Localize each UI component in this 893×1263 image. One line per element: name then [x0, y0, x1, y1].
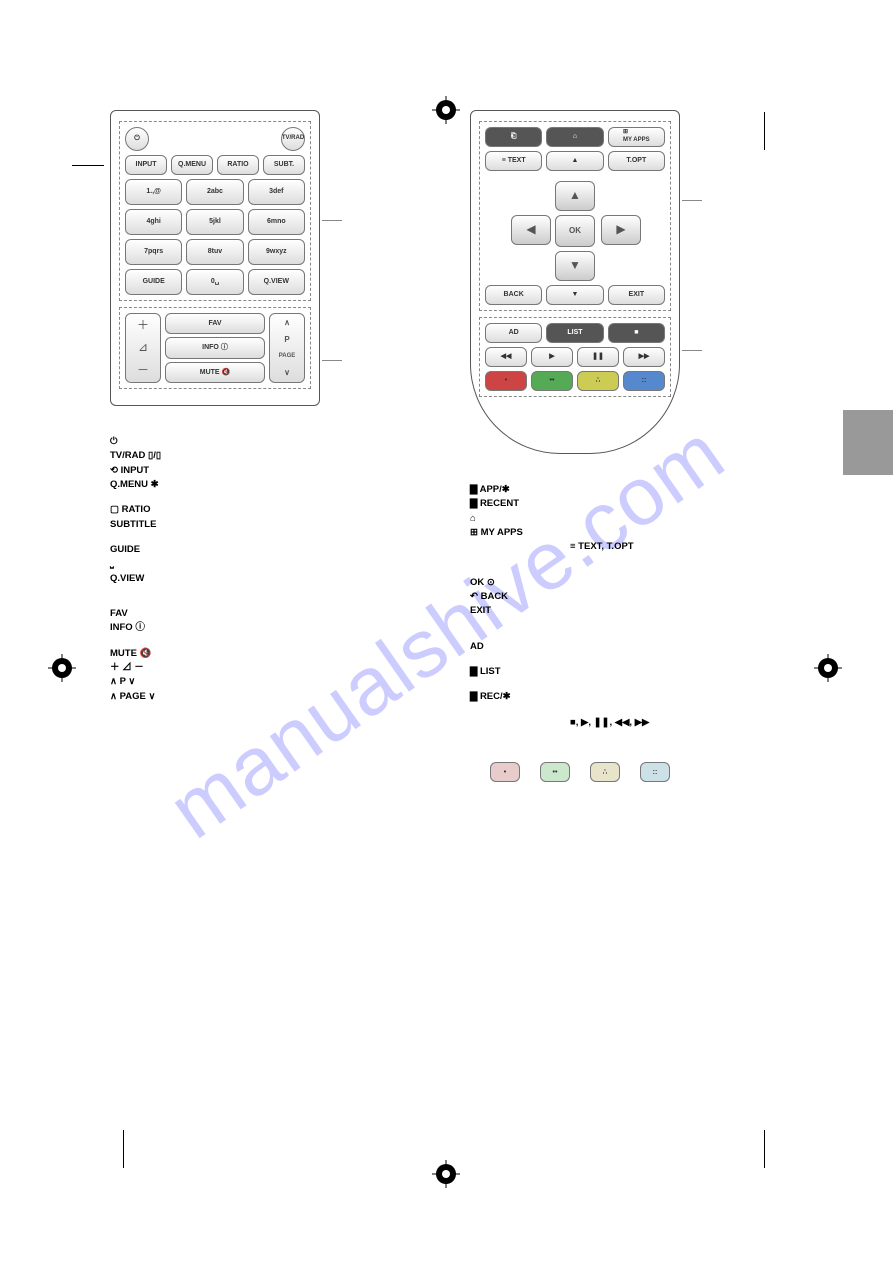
- arrow-left: ◀: [511, 215, 551, 245]
- remote1-section-b: ＋ ⊿ － FAV INFO ⓘ MUTE 🔇 ∧ P: [119, 307, 311, 389]
- stop-button: ■: [608, 323, 665, 343]
- remote1-section-a: ⏻ TV/RAD INPUT Q.MENU RATIO SUBT. 1.,@2a…: [119, 121, 311, 301]
- pause-button: ❚❚: [577, 347, 619, 367]
- input-button: INPUT: [125, 155, 167, 175]
- list-button: LIST: [546, 323, 603, 343]
- color-red: •: [485, 371, 527, 391]
- callout-line: [322, 220, 342, 221]
- app-button: ⎗: [485, 127, 542, 147]
- left-label-list: ⏻ TV/RAD ▯/▯ ⟲ INPUT Q.MENU ✱ ▢ RATIO SU…: [110, 436, 430, 703]
- ratio-button: RATIO: [217, 155, 259, 175]
- page-content: ⏻ TV/RAD INPUT Q.MENU RATIO SUBT. 1.,@2a…: [110, 110, 790, 783]
- arrow-up: ▲: [555, 181, 595, 211]
- num-6: 6mno: [248, 209, 305, 235]
- remote-1-illustration: ⏻ TV/RAD INPUT Q.MENU RATIO SUBT. 1.,@2a…: [110, 110, 430, 406]
- num-3: 3def: [248, 179, 305, 205]
- ad-button: AD: [485, 323, 542, 343]
- rewind-button: ◀◀: [485, 347, 527, 367]
- color-key-row: • •• ∴ ::: [470, 762, 790, 782]
- play-button: ▶: [531, 347, 573, 367]
- ok-button: OK: [555, 215, 595, 247]
- callout-line: [322, 360, 342, 361]
- remote2-section-c: ⎗ ⌂ ⊞MY APPS ≡ TEXT ▲ T.OPT ▲ ◀ OK: [479, 121, 671, 311]
- guide-button: GUIDE: [125, 269, 182, 295]
- registration-mark-icon: [814, 654, 842, 682]
- nav-up: ▲: [546, 151, 603, 171]
- num-5: 5jkl: [186, 209, 243, 235]
- myapps-button: ⊞MY APPS: [608, 127, 665, 147]
- callout-line: [682, 200, 702, 201]
- right-column: ⎗ ⌂ ⊞MY APPS ≡ TEXT ▲ T.OPT ▲ ◀ OK: [470, 110, 790, 783]
- channel-rocker: ∧ P PAGE ∨: [269, 313, 305, 383]
- crop-mark: [72, 165, 104, 166]
- volume-rocker: ＋ ⊿ －: [125, 313, 161, 383]
- color-blue: ::: [623, 371, 665, 391]
- info-button: INFO ⓘ: [165, 337, 265, 358]
- num-8: 8tuv: [186, 239, 243, 265]
- nav-cluster: ▲ ◀ OK ▶ ▼: [505, 175, 645, 285]
- num-0: 0␣: [186, 269, 243, 295]
- mute-button: MUTE 🔇: [165, 362, 265, 383]
- forward-button: ▶▶: [623, 347, 665, 367]
- num-7: 7pqrs: [125, 239, 182, 265]
- num-9: 9wxyz: [248, 239, 305, 265]
- nav-down: ▼: [546, 285, 603, 305]
- crop-mark: [764, 1130, 765, 1168]
- text-button: ≡ TEXT: [485, 151, 542, 171]
- num-4: 4ghi: [125, 209, 182, 235]
- crop-mark: [123, 1130, 124, 1168]
- registration-mark-icon: [432, 1160, 460, 1188]
- topt-button: T.OPT: [608, 151, 665, 171]
- remote2-section-d: AD LIST ■ ◀◀ ▶ ❚❚ ▶▶ • ••: [479, 317, 671, 397]
- left-column: ⏻ TV/RAD INPUT Q.MENU RATIO SUBT. 1.,@2a…: [110, 110, 430, 783]
- tvrad-button: TV/RAD: [281, 127, 305, 151]
- num-2: 2abc: [186, 179, 243, 205]
- num-1: 1.,@: [125, 179, 182, 205]
- qview-button: Q.VIEW: [248, 269, 305, 295]
- registration-mark-icon: [48, 654, 76, 682]
- subtitle-button: SUBT.: [263, 155, 305, 175]
- arrow-right: ▶: [601, 215, 641, 245]
- qmenu-button: Q.MENU: [171, 155, 213, 175]
- fav-button: FAV: [165, 313, 265, 334]
- recent-button: ⌂: [546, 127, 603, 147]
- arrow-down: ▼: [555, 251, 595, 281]
- exit-button: EXIT: [608, 285, 665, 305]
- callout-line: [682, 350, 702, 351]
- page-thumb-tab: [843, 410, 893, 475]
- right-label-list: ▇ APP/✱ ▇ RECENT ⌂ ⊞ MY APPS ≡ TEXT, T.O…: [470, 484, 790, 782]
- color-green: ••: [531, 371, 573, 391]
- power-button: ⏻: [125, 127, 149, 151]
- color-yellow: ∴: [577, 371, 619, 391]
- remote-2-illustration: ⎗ ⌂ ⊞MY APPS ≡ TEXT ▲ T.OPT ▲ ◀ OK: [470, 110, 790, 454]
- back-button: BACK: [485, 285, 542, 305]
